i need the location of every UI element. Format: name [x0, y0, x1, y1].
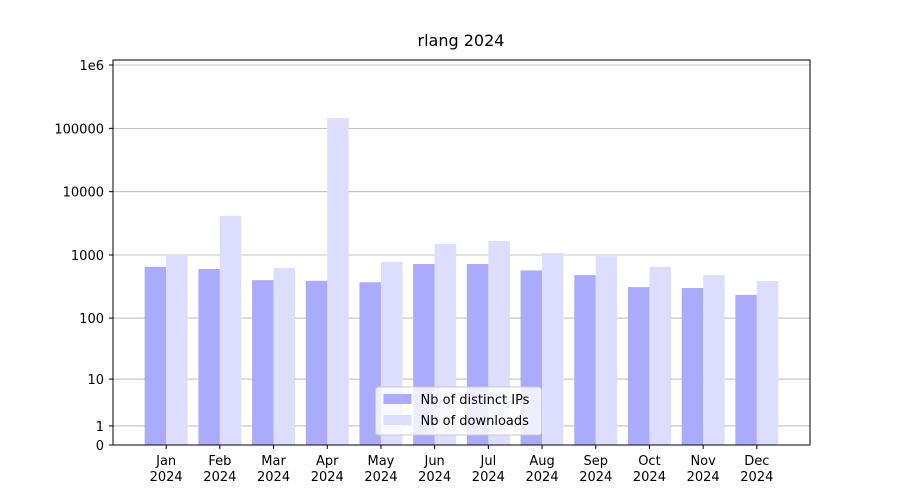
chart-title: rlang 2024 — [418, 31, 505, 50]
x-tick-label: Nov 2024 — [686, 454, 720, 485]
bar — [649, 266, 671, 445]
legend: Nb of distinct IPs Nb of downloads — [375, 386, 542, 436]
x-tick-label: Jul 2024 — [471, 454, 505, 485]
x-tick-label: Mar 2024 — [257, 454, 291, 485]
legend-swatch — [383, 394, 412, 404]
x-tick-label: Feb 2024 — [203, 454, 237, 485]
y-tick-label: 1000 — [71, 249, 104, 264]
bar — [305, 280, 328, 445]
bar — [144, 266, 167, 445]
x-tick-label: Jun 2024 — [418, 454, 452, 485]
bar — [681, 288, 704, 445]
x-tick-label: May 2024 — [364, 454, 398, 485]
x-tick-label: Oct 2024 — [632, 454, 666, 485]
legend-swatch — [383, 415, 412, 425]
bar — [219, 215, 242, 445]
bar — [252, 280, 274, 445]
bar — [574, 275, 596, 445]
x-tick-label: Apr 2024 — [310, 454, 344, 485]
bar — [542, 252, 564, 445]
y-tick-label: 1e6 — [79, 59, 104, 74]
bar — [735, 294, 757, 445]
y-tick-label: 100 — [79, 312, 104, 327]
bar — [166, 254, 188, 445]
x-tick-label: Aug 2024 — [525, 454, 559, 485]
bar — [595, 256, 618, 445]
bar — [198, 269, 220, 445]
x-tick-label: Sep 2024 — [579, 454, 613, 485]
y-tick-label: 100000 — [54, 122, 104, 137]
x-tick-label: Jan 2024 — [149, 454, 183, 485]
bar — [327, 118, 349, 445]
bar — [703, 275, 725, 445]
legend-label: Nb of downloads — [421, 414, 530, 429]
bar — [627, 287, 650, 445]
y-tick-label: 10000 — [63, 186, 104, 201]
plot-frame — [112, 59, 811, 446]
y-tick-label: 10 — [87, 373, 104, 388]
bar — [273, 268, 296, 445]
y-tick-label: 1 — [96, 420, 104, 435]
legend-label: Nb of distinct IPs — [421, 393, 530, 408]
y-tick-label: 0 — [96, 439, 104, 454]
x-tick-label: Dec 2024 — [740, 454, 774, 485]
bar — [756, 280, 779, 445]
legend-frame — [375, 386, 542, 436]
